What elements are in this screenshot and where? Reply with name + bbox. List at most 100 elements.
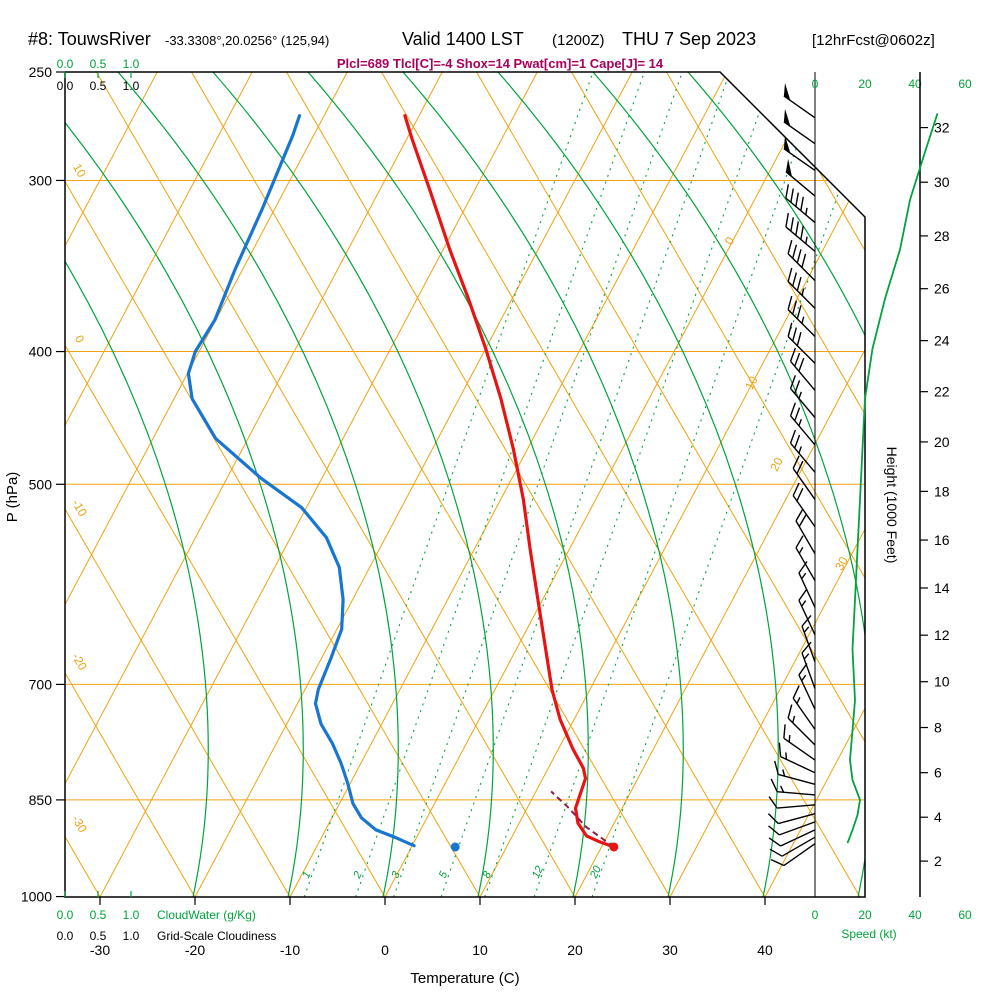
wind-barb-feather	[791, 348, 796, 361]
wind-barb-feather	[788, 705, 792, 719]
dry-adiabat-label: -30	[69, 813, 90, 835]
speed-scale-top: 60	[958, 77, 972, 91]
height-tick-label: 8	[934, 720, 942, 736]
wind-barb-feather	[796, 509, 803, 521]
dewpoint-curve	[188, 116, 414, 846]
wind-barb	[775, 761, 815, 784]
cloudiness-label: Grid-Scale Cloudiness	[157, 929, 276, 943]
wind-barb-feather	[795, 408, 800, 421]
wind-barb	[788, 296, 815, 336]
moist-adiabat-line	[973, 72, 1000, 897]
wind-barb-feather	[793, 328, 797, 342]
wind-barb-feather	[797, 488, 803, 501]
wind-barb-feather	[797, 305, 801, 319]
height-tick-label: 28	[934, 228, 950, 244]
height-tick-label: 18	[934, 483, 950, 499]
wind-barb	[784, 83, 815, 118]
wind-barb-feather	[791, 189, 793, 203]
wind-barb-half-feather	[802, 601, 806, 607]
wind-barb-feather	[793, 483, 799, 496]
wind-barb-feather	[769, 838, 780, 846]
wind-barb-half-feather	[797, 697, 800, 703]
wind-barb-feather	[786, 184, 788, 198]
mixing-ratio-label: 3	[389, 869, 403, 880]
wind-barb-feather	[795, 435, 800, 448]
wind-barb-feather	[788, 323, 792, 337]
wind-barb-half-feather	[781, 786, 784, 792]
cloudiness-scale-bottom: 0.5	[90, 929, 107, 943]
wind-barb-half-feather	[806, 208, 807, 215]
cloudiness-scale-top: 1.0	[123, 79, 140, 93]
wind-barb-feather	[796, 536, 803, 548]
wind-barb-feather	[799, 514, 806, 526]
height-tick-label: 26	[934, 281, 950, 297]
temperature-tick-label: 10	[472, 942, 488, 958]
wind-barb-stem	[786, 172, 815, 196]
wind-barb-pennant	[786, 159, 792, 177]
station-coords: -33.3308°,20.0256° (125,94)	[165, 33, 329, 48]
valid-date: THU 7 Sep 2023	[622, 29, 756, 49]
mixing-ratio-label: 1	[300, 870, 313, 881]
wind-barb-feather	[797, 277, 801, 291]
pressure-tick-label: 700	[29, 676, 53, 692]
pressure-tick-label: 400	[29, 344, 53, 360]
wind-barb-feather	[799, 358, 804, 371]
mixing-ratio-label: 5	[437, 869, 451, 880]
pressure-tick-label: 500	[29, 476, 53, 492]
temperature-curve	[405, 116, 614, 847]
wind-barb-feather	[797, 249, 801, 263]
valid-time: Valid 1400 LST	[402, 29, 524, 49]
temperature-tick-label: -30	[90, 942, 110, 958]
dry-adiabat-label: -20	[69, 651, 90, 673]
speed-axis-label: Speed (kt)	[841, 927, 896, 941]
wind-barb-feather	[796, 193, 798, 207]
wind-barb	[771, 844, 815, 866]
wind-barb-feather	[786, 213, 788, 227]
height-tick-label: 32	[934, 120, 950, 136]
speed-scale-top: 0	[812, 77, 819, 91]
wind-barb-half-feather	[802, 675, 806, 681]
wind-barb	[786, 159, 815, 196]
cloudwater-scale-top: 0.0	[57, 57, 74, 71]
wind-barb	[802, 642, 815, 688]
wind-barb	[799, 663, 815, 709]
wind-barb-stem	[784, 844, 815, 866]
wind-barb-feather	[771, 779, 777, 792]
temperature-tick-label: 20	[567, 942, 583, 958]
wind-barb-feather	[799, 663, 807, 674]
height-tick-label: 6	[934, 765, 942, 781]
wind-barb	[793, 686, 815, 730]
wind-barb-feather	[793, 686, 799, 699]
height-tick-label: 16	[934, 532, 950, 548]
height-tick-label: 2	[934, 853, 942, 869]
dry-adiabat-label: 10	[70, 161, 89, 180]
temperature-tick-label: -10	[280, 942, 300, 958]
wind-barb-feather	[796, 222, 798, 236]
mixing-ratio-label: 12	[530, 864, 546, 880]
chart-title: #8: TouwsRiver -33.3308°,20.0256° (125,9…	[28, 29, 935, 49]
skewt-grid-layer	[0, 72, 1000, 897]
speed-scale-bottom: 60	[958, 908, 972, 922]
wind-barb-stem	[777, 805, 815, 808]
wind-barb-feather	[801, 226, 803, 240]
wind-barb-feather	[779, 743, 780, 757]
wind-barb-feather	[788, 240, 792, 254]
wind-barb-feather	[784, 724, 785, 738]
temperature-axis-label: Temperature (C)	[410, 970, 519, 987]
wind-barb	[791, 375, 815, 417]
wind-barb-half-feather	[799, 392, 801, 399]
cloudwater-scale-bottom: 0.0	[57, 908, 74, 922]
pressure-tick-label: 1000	[21, 889, 52, 905]
height-tick-label: 10	[934, 674, 950, 690]
temperature-tick-label: -20	[185, 942, 205, 958]
cloudiness-scale-top: 0.5	[90, 79, 107, 93]
wind-barb-half-feather	[804, 654, 808, 659]
speed-scale-bottom: 20	[858, 908, 872, 922]
forecast-tag: [12hrFcst@0602z]	[812, 32, 935, 49]
wind-barb	[791, 348, 815, 390]
height-axis-label: Height (1000 Feet)	[884, 447, 900, 564]
isotherm-label: 10	[742, 373, 761, 392]
indices-line: Plcl=689 Tlcl[C]=-4 Shox=14 Pwat[cm]=1 C…	[337, 56, 664, 71]
cloudwater-scale-bottom: 0.5	[90, 908, 107, 922]
